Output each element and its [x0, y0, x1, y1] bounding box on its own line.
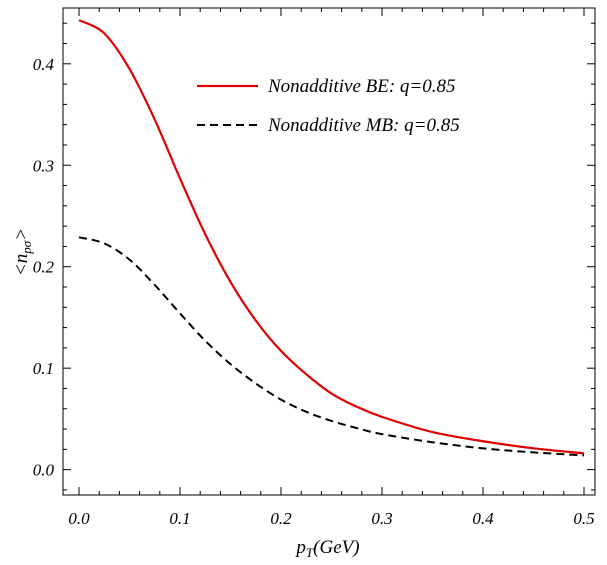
x-tick-label: 0.5	[573, 509, 594, 528]
legend: Nonadditive BE: q=0.85 Nonadditive MB: q…	[197, 76, 460, 136]
y-tick-label: 0.3	[33, 156, 54, 175]
y-tick-label: 0.2	[33, 258, 55, 277]
x-tick-label: 0.2	[270, 509, 292, 528]
series-layer	[78, 19, 585, 457]
x-tick-label: 0.3	[371, 509, 392, 528]
y-tick-label: 0.1	[33, 359, 54, 378]
y-tick-label: 0.0	[33, 461, 55, 480]
x-tick-label: 0.0	[68, 509, 90, 528]
legend-label-be: Nonadditive BE: q=0.85	[267, 76, 456, 97]
series-line-be	[78, 19, 585, 455]
x-tick-label: 0.4	[472, 509, 494, 528]
y-tick-label: 0.4	[33, 55, 55, 74]
series-line-mb	[78, 236, 585, 457]
legend-label-mb: Nonadditive MB: q=0.85	[267, 115, 460, 136]
ticks: 0.0 0.1 0.2 0.3 0.4 0.5 0.0 0.1 0.2 0.3 0.4	[33, 8, 595, 528]
x-tick-label: 0.1	[169, 509, 190, 528]
y-axis-label: <npσ>	[11, 228, 34, 276]
plot-frame	[62, 7, 596, 496]
x-axis-label: pT(GeV)	[294, 537, 359, 560]
